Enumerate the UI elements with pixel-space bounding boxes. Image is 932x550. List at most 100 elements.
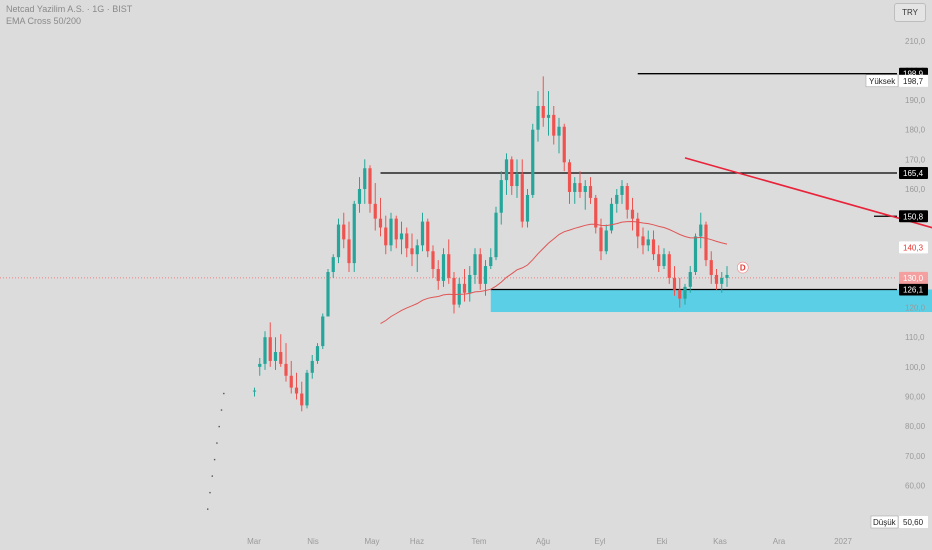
candle-body [441,254,446,281]
level-price-tag: 150,8 [903,212,924,221]
x-tick-label: 2027 [834,537,852,546]
low-marker-box [870,515,899,529]
y-tick-label: 210,0 [905,37,926,46]
candle-body [683,286,687,299]
x-tick-label: Eki [656,537,667,546]
candle-body [531,129,535,195]
support-zone-layer [490,289,932,313]
candle-body [525,194,530,222]
candle-body [725,274,729,278]
level-price-tag-bg [899,166,928,179]
candle-body [420,221,425,246]
candle-body [672,277,677,290]
candle-body [693,236,698,272]
candle-body [699,224,703,237]
candle-body [546,114,551,118]
event-badge-icon [736,261,749,274]
current-price-tag-bg [899,271,928,284]
x-tick-label: Nis [307,537,319,546]
price-labels-layer: D 198,9 165,4 150,8 126,1 140,3 130,0 Yüksek 198… [736,67,928,529]
early-print-dot [209,491,211,494]
ema-price-tag: 140,3 [903,243,924,252]
y-tick-label: 120,0 [905,304,926,313]
level-price-tag: 165,4 [903,169,924,178]
ema-line [380,220,728,325]
y-tick-label: 100,0 [905,363,926,372]
candle-body [646,239,650,246]
candle-body [279,352,283,364]
candle-body [688,272,692,287]
candle-body [305,372,309,406]
candle-body [447,254,451,278]
candle-body [378,218,383,228]
support-zone [490,289,932,313]
y-tick-label: 60,00 [905,481,926,490]
candle-body [620,186,624,195]
early-print-dot [216,442,218,444]
candle-body [651,239,656,255]
candle-body [515,174,519,187]
candle-body [667,254,671,278]
candle-body [594,197,598,228]
candle-body [368,168,372,204]
level-price-tag-bg [899,283,928,296]
early-print-dot [207,508,209,510]
candle-body [604,230,608,252]
candle-body [636,218,640,237]
candle-body [468,274,472,293]
high-marker-label: Yüksek [869,77,896,86]
candle-body [273,352,278,361]
candle-body [347,239,351,264]
candle-body [289,375,293,388]
candle-body [405,233,409,249]
candle-body [714,274,719,284]
candle-body [300,393,304,406]
x-tick-label: Kas [713,537,727,546]
candle-body [552,114,556,136]
candle-body [373,203,377,219]
candle-body [473,254,477,275]
low-marker-label: Düşük [873,518,897,527]
x-tick-label: Ağu [536,537,550,546]
trendline-layer [684,157,932,229]
candle-body [704,224,708,261]
candle-body [258,363,262,367]
level-price-tag-bg [899,210,928,223]
ema-price-tag-bg [899,241,928,254]
candle-body [536,106,540,130]
candle-body [662,254,666,267]
candle-body [494,212,498,258]
candle-body [557,126,561,136]
candle-body [268,337,272,361]
high-value-bg [899,74,928,87]
early-print-dot [223,392,225,395]
indicator-label[interactable]: EMA Cross 50/200 [6,16,82,26]
candle-body [294,387,299,394]
candle-body [331,257,335,272]
candle-body [363,168,367,189]
y-tick-label: 80,00 [905,422,926,431]
candle-body [630,209,635,219]
early-print-dot [211,475,213,477]
candle-body [357,189,362,204]
candle-body [394,218,398,240]
candle-body [641,236,645,246]
low-value-bg [899,516,928,528]
candle-body [609,203,614,231]
event-badge-label: D [740,264,746,273]
x-tick-label: Tem [471,537,486,546]
candle-body [462,283,467,293]
candle-body [720,277,724,284]
candle-body [599,227,603,252]
candle-body [321,316,325,347]
currency-button[interactable]: TRY [894,3,926,22]
candle-body [541,106,545,118]
x-tick-label: May [364,537,379,546]
current-price-tag: 130,0 [903,274,924,283]
candle-body [352,203,356,264]
x-tick-label: Ara [773,537,786,546]
candle-body [615,194,619,204]
candle-body [588,186,593,198]
candle-body [436,269,440,281]
